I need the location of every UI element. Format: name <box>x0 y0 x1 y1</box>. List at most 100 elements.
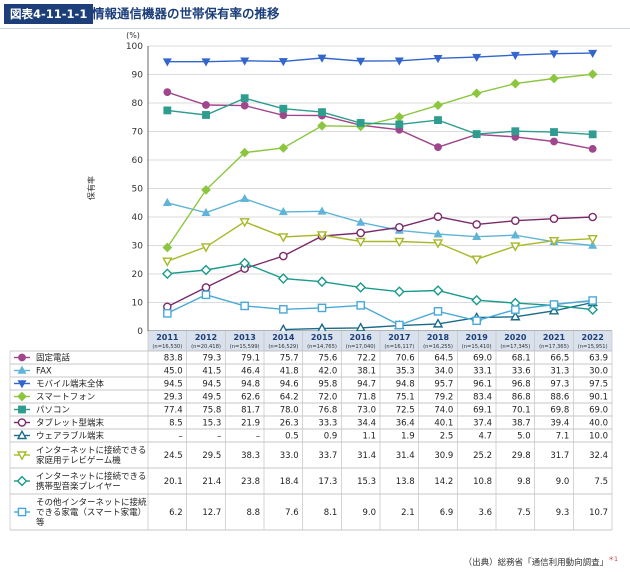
y-tick-label: 10 <box>132 299 144 309</box>
data-point <box>471 255 482 265</box>
x-tick-label: 2021 <box>543 333 566 342</box>
series-line <box>166 73 593 248</box>
data-point <box>240 94 249 103</box>
data-point <box>17 365 27 374</box>
x-tick-label: 2016 <box>350 333 373 342</box>
source-mark: ＊1 <box>608 556 618 563</box>
y-tick-label: 70 <box>132 128 144 138</box>
data-label: 88.6 <box>550 393 569 403</box>
data-label: 62.6 <box>241 393 260 403</box>
data-point <box>394 237 405 248</box>
data-label: 7.5 <box>517 508 531 518</box>
data-point <box>279 305 288 314</box>
legend-label: パソコン <box>36 406 70 416</box>
data-label: 97.3 <box>550 380 569 390</box>
data-point <box>433 212 443 222</box>
data-label: 8.5 <box>169 419 183 429</box>
data-point <box>162 197 172 207</box>
series-6 <box>163 212 597 312</box>
data-label: 38.7 <box>512 419 531 429</box>
data-point <box>395 120 404 129</box>
data-point <box>317 120 327 131</box>
sample-size-label: (n=14,765) <box>307 344 337 350</box>
data-point <box>161 268 173 280</box>
y-tick-label: 100 <box>126 42 143 52</box>
data-label: 69.0 <box>589 406 608 416</box>
data-label: 64.5 <box>434 354 453 364</box>
sample-size-label: (n=15,599) <box>230 344 260 350</box>
data-label: 8.1 <box>324 508 338 518</box>
series-line <box>167 97 593 136</box>
data-point <box>472 316 481 326</box>
data-point <box>317 303 327 313</box>
data-label: 90.1 <box>589 393 608 403</box>
data-label: 23.8 <box>241 477 260 487</box>
data-label: 81.7 <box>241 406 260 416</box>
data-point <box>510 242 521 252</box>
data-point <box>163 88 172 97</box>
data-point <box>17 507 27 517</box>
data-label: 64.2 <box>280 393 299 403</box>
data-point <box>587 69 598 80</box>
data-point <box>17 418 27 427</box>
x-tick-label: 2011 <box>156 333 179 342</box>
data-label: 86.8 <box>512 393 531 403</box>
data-label: 7.5 <box>594 477 608 487</box>
data-point <box>278 207 288 216</box>
data-label: 5.0 <box>517 432 531 442</box>
series-4 <box>162 69 598 253</box>
data-label: 76.8 <box>318 406 337 416</box>
sample-size-label: (n=16,530) <box>152 344 182 350</box>
data-label: – <box>178 432 182 442</box>
legend-label: ウェアラブル端末 <box>36 431 105 442</box>
data-label: 31.3 <box>550 367 569 377</box>
data-label: 1.9 <box>401 432 415 442</box>
data-label: 96.8 <box>512 380 531 390</box>
data-label: 69.0 <box>473 354 492 364</box>
legend-label: タブレット型端末 <box>36 418 105 429</box>
data-point <box>239 147 250 158</box>
data-label: 12.7 <box>202 508 221 518</box>
y-tick-label: 90 <box>132 71 144 81</box>
data-point <box>201 207 211 217</box>
data-label: 1.1 <box>362 432 376 442</box>
data-point <box>356 217 366 226</box>
data-label: 33.0 <box>280 451 299 461</box>
data-label: 79.2 <box>434 393 453 403</box>
series-3 <box>162 49 598 67</box>
data-label: 42.0 <box>318 367 337 377</box>
sample-size-label: (n=15,410) <box>462 344 492 350</box>
data-point <box>434 116 442 124</box>
data-point <box>316 276 328 288</box>
data-point <box>201 283 211 292</box>
data-point <box>162 58 172 67</box>
x-tick-label: 2012 <box>195 333 217 342</box>
data-point <box>16 451 28 461</box>
series-10 <box>163 290 597 330</box>
data-label: 9.0 <box>362 508 376 518</box>
data-label: 77.4 <box>164 406 183 416</box>
data-point <box>240 301 249 311</box>
data-point <box>587 234 598 245</box>
data-point <box>588 49 598 58</box>
y-tick-label: 60 <box>132 156 144 166</box>
data-point <box>317 54 327 63</box>
data-label: 36.4 <box>396 419 415 429</box>
data-point <box>471 88 482 99</box>
data-point <box>588 240 598 249</box>
data-point <box>163 106 172 115</box>
data-point <box>239 257 251 269</box>
data-label: 34.0 <box>434 367 453 377</box>
data-point <box>316 231 328 241</box>
data-point <box>355 322 366 332</box>
data-label: 68.1 <box>512 354 531 364</box>
data-label: 29.5 <box>202 451 221 461</box>
data-label: 35.3 <box>396 367 415 377</box>
series-line <box>167 52 593 63</box>
legend-label: インターネットに接続できる携帯型音楽プレイヤー <box>36 471 146 492</box>
data-point <box>162 257 173 267</box>
data-point <box>356 228 365 238</box>
data-point <box>200 264 212 276</box>
source-text: （出典）総務省「通信利用動向調査」 <box>463 557 609 568</box>
y-tick-label: 0 <box>137 327 143 337</box>
